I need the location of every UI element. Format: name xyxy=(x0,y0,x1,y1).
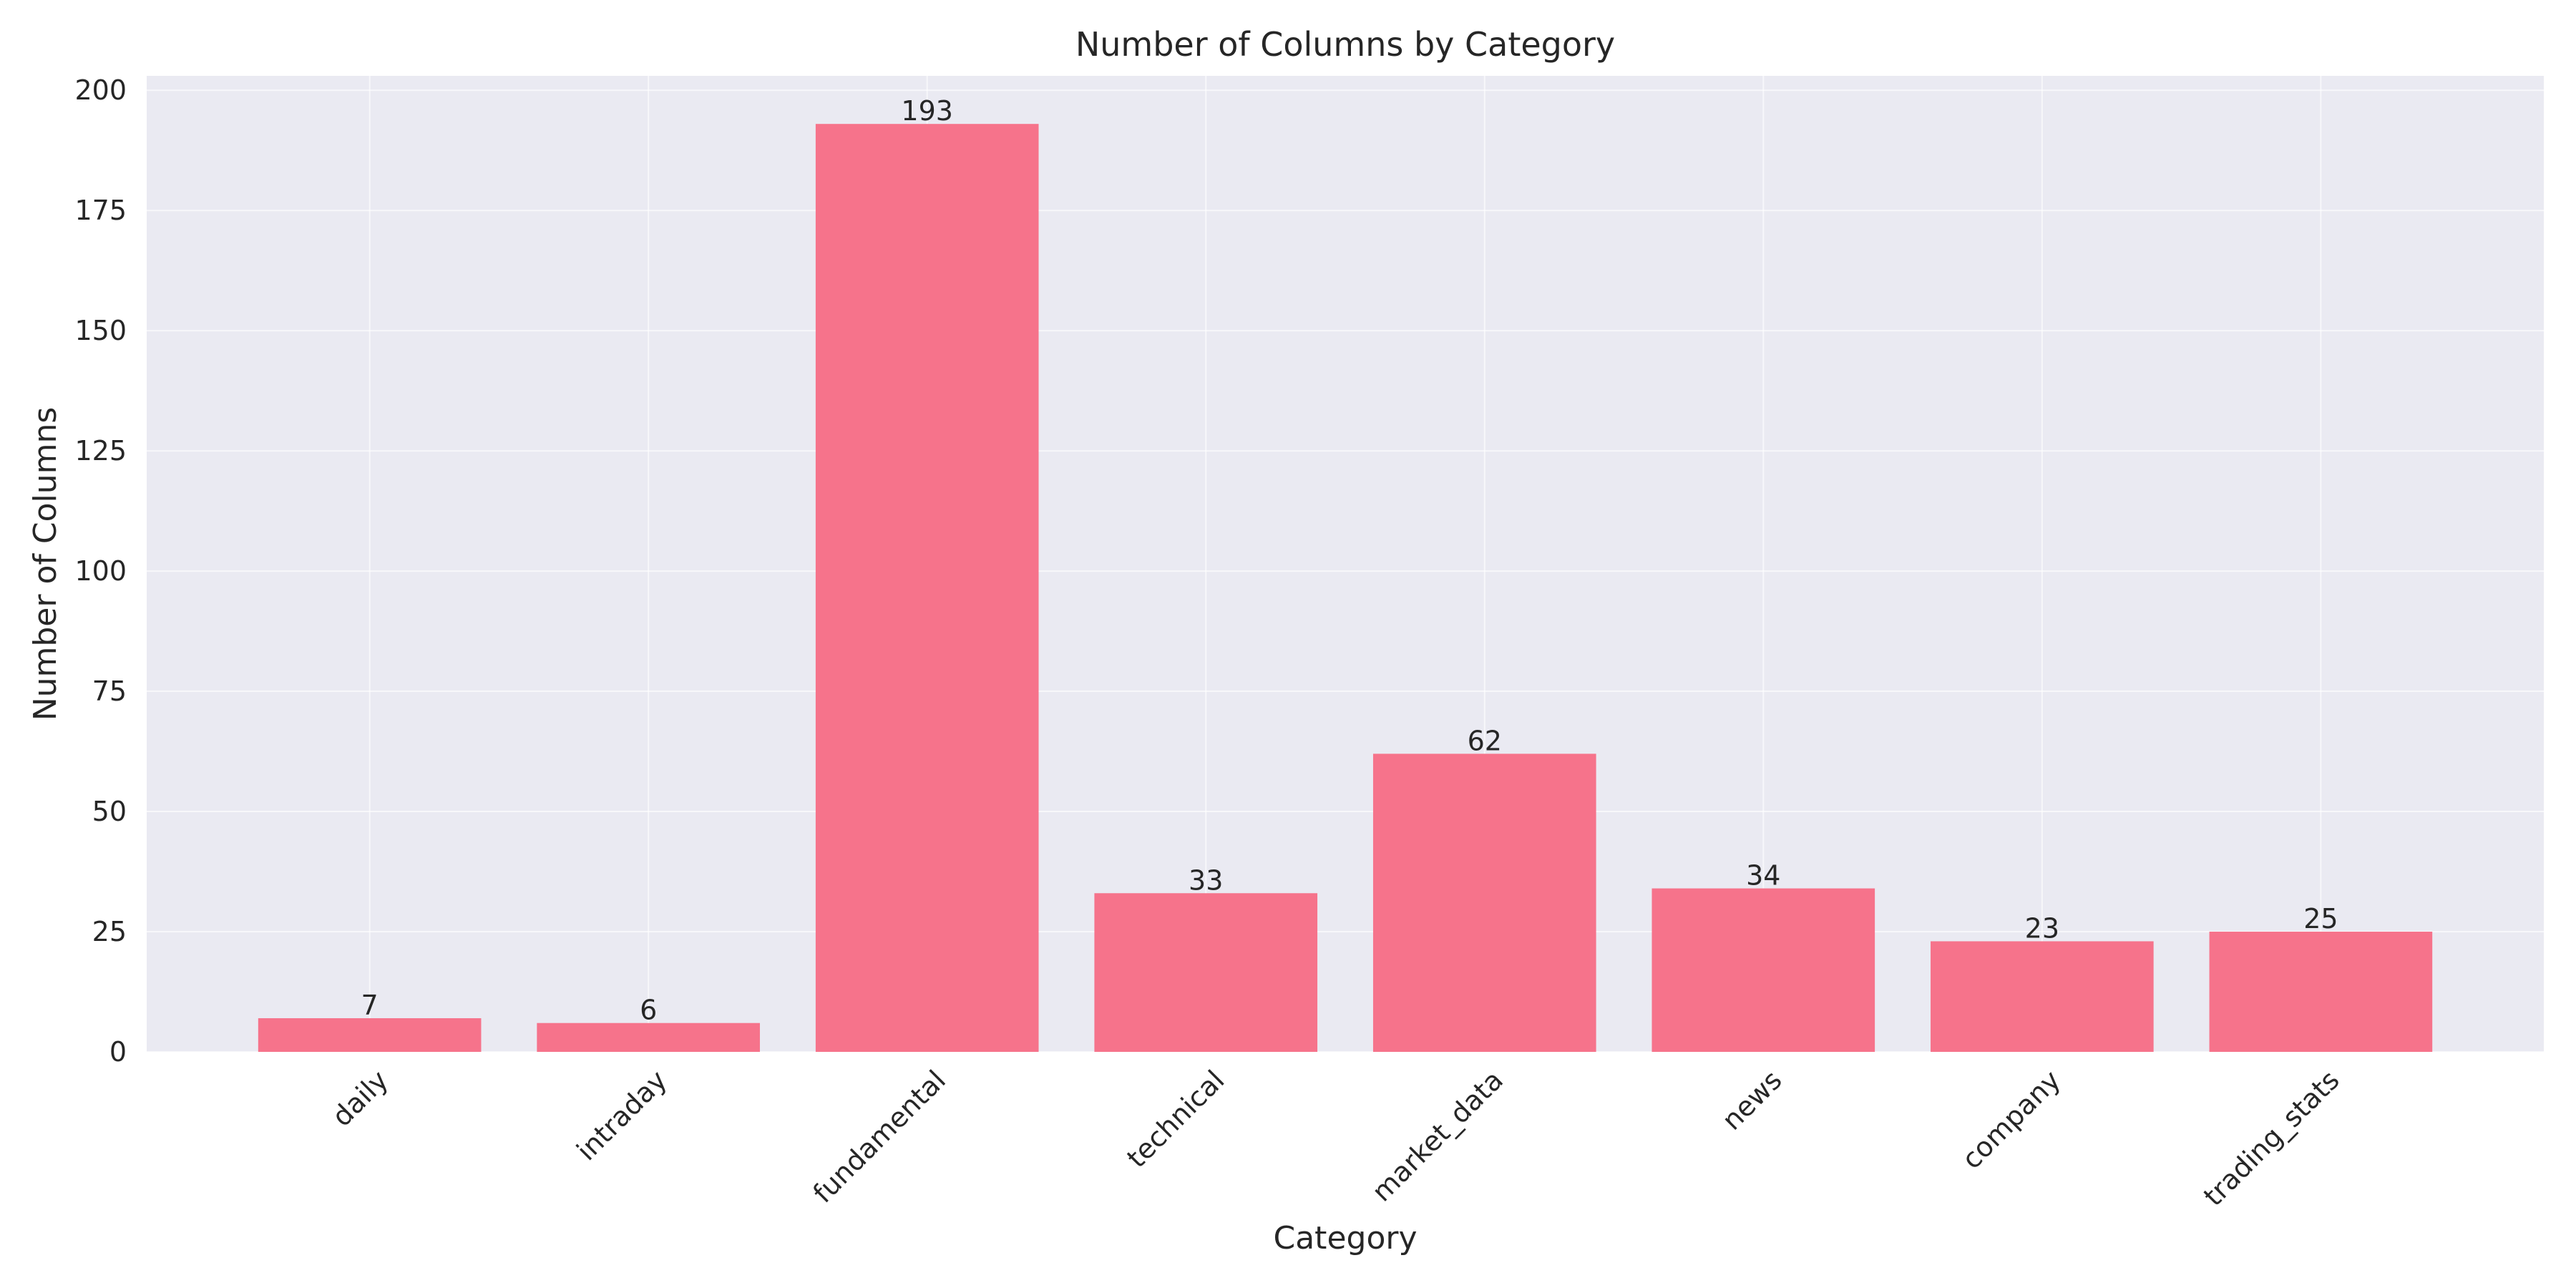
bars xyxy=(258,124,2433,1052)
bar-value-label: 23 xyxy=(2025,912,2059,944)
x-tick-label: company xyxy=(1956,1064,2067,1175)
y-tick-label: 150 xyxy=(74,315,127,346)
y-tick-label: 175 xyxy=(74,195,127,226)
y-axis-ticks: 0 25 50 75 100 125 150 175 200 xyxy=(74,74,127,1068)
chart-title: Number of Columns by Category xyxy=(1075,25,1615,64)
bar-value-label: 33 xyxy=(1189,864,1223,896)
bar-value-label: 62 xyxy=(1468,725,1502,756)
x-tick-label: intraday xyxy=(570,1064,673,1166)
y-tick-label: 75 xyxy=(92,675,127,707)
bar-value-label: 25 xyxy=(2303,903,2338,935)
bar-intraday xyxy=(537,1023,760,1052)
bar-news xyxy=(1652,888,1875,1052)
bar-company xyxy=(1931,941,2154,1052)
plot-background xyxy=(147,76,2544,1052)
bar-value-label: 7 xyxy=(361,990,379,1021)
y-axis-label: Number of Columns xyxy=(27,407,64,721)
bar-market_data xyxy=(1372,753,1596,1052)
bar-value-label: 6 xyxy=(640,995,657,1026)
y-tick-label: 50 xyxy=(92,796,127,827)
y-tick-label: 0 xyxy=(109,1036,127,1068)
x-tick-label: news xyxy=(1716,1064,1788,1136)
bar-fundamental xyxy=(815,124,1039,1052)
x-tick-label: fundamental xyxy=(807,1064,952,1209)
y-tick-label: 125 xyxy=(74,435,127,467)
bar-value-label: 193 xyxy=(901,95,953,127)
y-tick-label: 200 xyxy=(74,74,127,106)
x-tick-label: daily xyxy=(326,1064,394,1132)
bar-technical xyxy=(1094,893,1318,1052)
bar-trading_stats xyxy=(2209,932,2433,1052)
y-tick-label: 25 xyxy=(92,916,127,947)
bar-daily xyxy=(258,1018,482,1052)
x-axis-ticks: daily intraday fundamental technical market_… xyxy=(326,1064,2346,1212)
x-tick-label: technical xyxy=(1121,1064,1230,1174)
y-tick-label: 100 xyxy=(74,555,127,587)
bar-value-labels: 7 6 193 33 62 34 23 25 xyxy=(361,95,2338,1025)
x-tick-label: market_data xyxy=(1366,1064,1509,1207)
x-axis-label: Category xyxy=(1274,1220,1418,1257)
x-tick-label: trading_stats xyxy=(2197,1064,2346,1212)
bar-value-label: 34 xyxy=(1746,860,1780,892)
